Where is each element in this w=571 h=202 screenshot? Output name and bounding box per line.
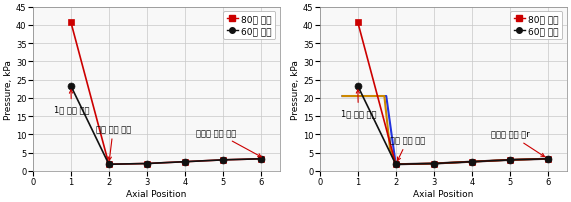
60도 열원 [67,85,74,88]
Legend: 80도 열원, 60도 열원: 80도 열원, 60도 열원 [223,12,275,40]
60도 열원 [468,161,475,163]
80도 열원 [544,158,551,160]
Text: 노즐 입구 압력: 노즐 입구 압력 [390,136,425,161]
80도 열원 [506,159,513,161]
80도 열원 [182,161,188,163]
60도 열원 [219,159,226,161]
Line: 80도 열원: 80도 열원 [67,19,264,168]
80도 열원 [67,22,74,24]
Text: 이젝터 출구 압r: 이젝터 출구 압r [491,130,545,157]
80도 열원 [354,22,361,24]
Text: 1차 유체 압력: 1차 유체 압력 [54,90,89,114]
Text: 1차 유체 압력: 1차 유체 압력 [341,90,376,117]
Text: 노즐 입구 압력: 노즐 입구 압력 [95,125,131,160]
80도 열원 [431,162,437,165]
80도 열원 [106,163,112,166]
60도 열원 [506,159,513,161]
Text: 이젝터 출구 압력: 이젝터 출구 압력 [196,128,261,157]
X-axis label: Axial Position: Axial Position [126,189,187,198]
Line: 80도 열원: 80도 열원 [354,19,551,168]
80도 열원 [392,163,399,166]
60도 열원 [431,162,437,165]
60도 열원 [354,85,361,88]
Line: 60도 열원: 60도 열원 [67,83,264,168]
Legend: 80도 열원, 60도 열원: 80도 열원, 60도 열원 [510,12,562,40]
X-axis label: Axial Position: Axial Position [413,189,473,198]
60도 열원 [106,163,112,166]
60도 열원 [392,163,399,166]
80도 열원 [219,159,226,161]
80도 열원 [143,162,150,165]
Line: 60도 열원: 60도 열원 [354,83,551,168]
Y-axis label: Pressure, kPa: Pressure, kPa [4,60,13,119]
60도 열원 [258,158,264,160]
60도 열원 [143,162,150,165]
80도 열원 [468,161,475,163]
Y-axis label: Pressure, kPa: Pressure, kPa [291,60,300,119]
60도 열원 [544,158,551,160]
80도 열원 [258,158,264,160]
60도 열원 [182,161,188,163]
